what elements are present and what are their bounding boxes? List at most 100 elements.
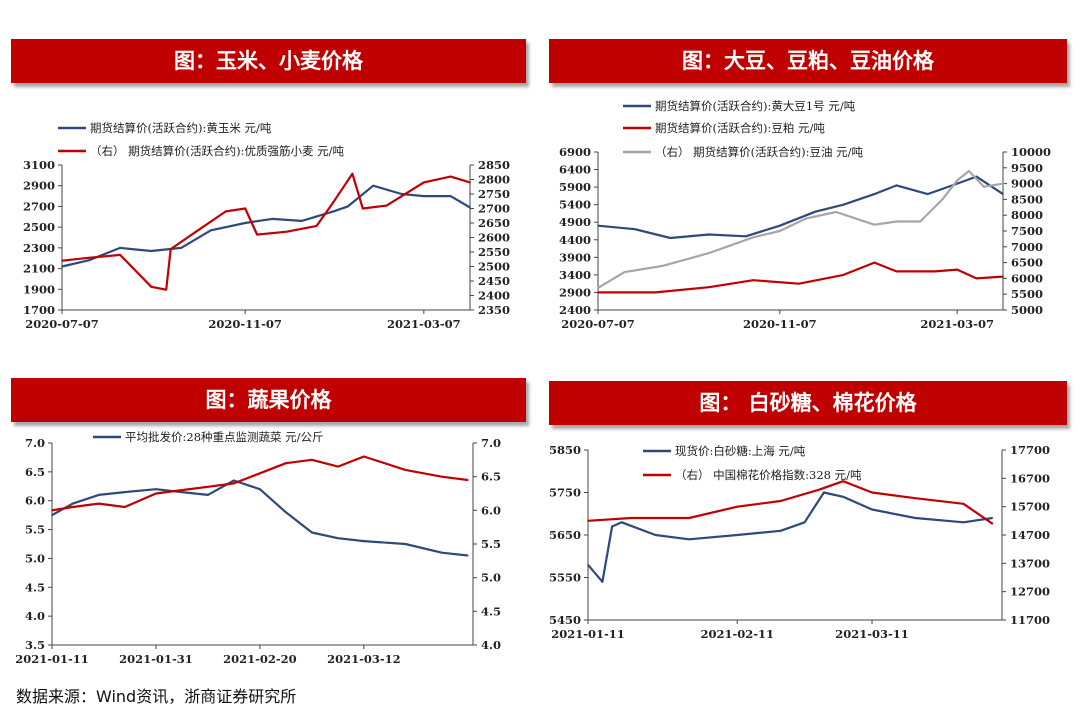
data-point [669, 237, 672, 239]
data-point [873, 223, 876, 226]
left-tick-label: 5450 [549, 613, 581, 627]
data-point [88, 259, 90, 262]
left-tick-label: 6400 [559, 163, 591, 177]
right-tick-label: 2550 [478, 245, 510, 259]
series-line [598, 261, 1004, 294]
data-point [181, 489, 183, 491]
left-tick-label: 2900 [559, 285, 591, 299]
right-tick-label: 7500 [1011, 224, 1043, 238]
right-tick-label: 2800 [478, 173, 510, 187]
data-point [155, 492, 157, 495]
left-tick-label: 4900 [559, 215, 591, 229]
data-point [207, 494, 209, 496]
left-tick-label: 5900 [559, 180, 591, 194]
data-point [181, 491, 183, 493]
left-tick-label: 2100 [23, 262, 55, 276]
data-point [895, 184, 898, 187]
data-point [361, 207, 364, 210]
left-tick-label: 3.5 [25, 638, 45, 652]
data-point [180, 247, 182, 249]
series-line [587, 480, 994, 525]
right-tick-label: 14700 [1010, 528, 1050, 542]
data-point [195, 230, 197, 233]
left-tick-label: 5550 [549, 571, 581, 585]
chart-veg: 3.5 4.0 4.5 5.0 5.5 6.0 6.5 7.0 4.0 4.5 5.0 5.5 6.0 6… [15, 430, 501, 666]
data-point [991, 517, 994, 519]
data-point [873, 193, 876, 195]
data-point [814, 210, 817, 213]
data-point [620, 521, 623, 524]
data-point [285, 462, 287, 464]
chart-corn-wheat: 1700 1900 2100 2300 2500 2700 2900 3100 23502400… [23, 121, 510, 331]
data-point [119, 247, 121, 249]
right-tick-label: 10000 [1011, 145, 1051, 159]
right-tick-label: 2650 [478, 216, 510, 230]
data-point [597, 287, 599, 289]
data-point [332, 210, 334, 213]
data-point [469, 206, 471, 209]
data-point [752, 279, 755, 281]
data-point [919, 220, 922, 223]
left-tick-label: 6.5 [25, 465, 45, 479]
right-tick-label: 5.0 [481, 571, 501, 585]
data-point [779, 224, 781, 227]
panel-title-soy: 图：大豆、豆粕、豆油价格 [549, 39, 1067, 83]
data-point [956, 268, 958, 271]
panel-title-corn-wheat: 图：玉米、小麦价格 [11, 39, 526, 83]
left-tick-label: 2700 [23, 199, 55, 213]
data-point [165, 288, 168, 291]
data-point [61, 265, 63, 268]
data-point [662, 264, 664, 267]
data-point [210, 229, 212, 232]
data-point [805, 217, 808, 220]
right-tick-label: 6.0 [481, 503, 501, 517]
right-tick-label: 5000 [1011, 303, 1043, 317]
legend-label: 期货结算价(活跃合约):黄大豆1号 元/吨 [655, 99, 856, 113]
data-point [51, 514, 53, 516]
data-point [956, 179, 958, 182]
data-point [363, 540, 365, 542]
data-point [224, 210, 227, 213]
right-tick-label: 12700 [1010, 585, 1050, 599]
left-tick-label: 4.5 [25, 580, 45, 594]
series-line [51, 455, 468, 512]
left-tick-label: 2500 [23, 220, 55, 234]
left-tick-label: 3900 [559, 250, 591, 264]
data-point [351, 172, 354, 175]
x-tick-label: 2021-03-11 [835, 627, 909, 641]
data-point [207, 485, 209, 488]
data-point [941, 198, 944, 201]
data-point [708, 252, 710, 254]
right-tick-label: 4.0 [481, 638, 501, 652]
data-point [654, 291, 657, 294]
data-point [150, 286, 153, 288]
data-point [467, 479, 469, 481]
data-point [97, 494, 100, 496]
left-tick-label: 3400 [559, 268, 591, 282]
data-point [467, 554, 469, 557]
data-point [404, 469, 407, 471]
data-point [895, 270, 898, 273]
right-tick-label: 11700 [1010, 613, 1050, 627]
data-point [61, 259, 63, 262]
x-tick-label: 2021-03-07 [920, 317, 994, 331]
legend-label: （右） 中国棉花价格指数:328 元/吨 [675, 468, 862, 482]
data-point [423, 181, 425, 184]
data-point [1002, 275, 1004, 278]
right-tick-label: 2750 [478, 187, 510, 201]
data-point [449, 195, 452, 197]
x-tick-label: 2020-07-07 [25, 317, 99, 331]
data-point [51, 509, 53, 512]
data-point [449, 175, 452, 178]
data-point [337, 465, 339, 468]
left-tick-label: 2300 [23, 241, 55, 255]
data-point [688, 517, 690, 519]
left-tick-label: 7.0 [25, 436, 45, 450]
data-point [363, 455, 365, 458]
data-point [708, 286, 710, 288]
data-point [423, 195, 425, 197]
data-point [842, 203, 845, 206]
right-tick-label: 2600 [478, 231, 510, 245]
data-point [337, 537, 339, 540]
data-point [385, 204, 388, 207]
